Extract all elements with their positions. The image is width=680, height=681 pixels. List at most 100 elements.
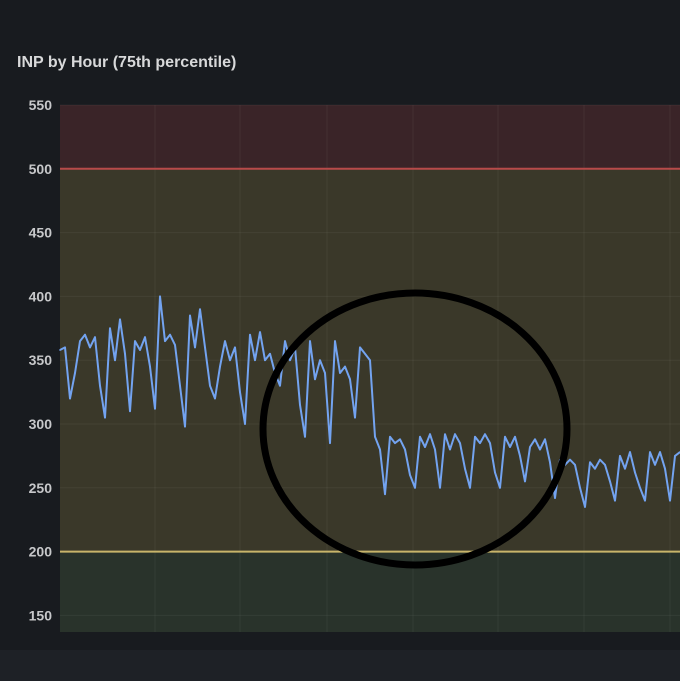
- data-point: [529, 446, 531, 448]
- data-point: [289, 359, 291, 362]
- data-point: [469, 487, 471, 489]
- data-point: [549, 461, 551, 464]
- panel-title: INP by Hour (75th percentile): [17, 54, 237, 71]
- y-tick-label: 500: [29, 161, 53, 177]
- annotation-circle: [259, 289, 571, 569]
- data-point: [464, 467, 466, 470]
- data-point: [634, 471, 636, 474]
- data-point: [344, 365, 346, 368]
- data-point: [569, 458, 571, 461]
- panel-footer: [0, 650, 680, 681]
- data-point: [534, 438, 536, 441]
- data-point: [639, 487, 641, 489]
- data-point: [619, 455, 621, 457]
- y-tick-label: 400: [29, 288, 53, 304]
- data-point: [439, 487, 441, 489]
- data-point: [554, 497, 556, 499]
- data-point: [519, 455, 521, 457]
- threshold-band-red: [60, 105, 680, 169]
- data-point: [674, 455, 676, 457]
- data-point: [399, 438, 401, 441]
- data-point: [354, 416, 356, 419]
- data-point: [144, 336, 146, 339]
- data-point: [379, 448, 381, 451]
- data-point: [159, 295, 161, 298]
- data-point: [459, 442, 461, 444]
- data-point: [204, 346, 206, 349]
- data-point: [329, 442, 331, 444]
- data-point: [479, 442, 481, 444]
- data-point: [209, 384, 211, 387]
- data-point: [494, 471, 496, 474]
- data-point: [339, 372, 341, 374]
- data-point: [669, 499, 671, 502]
- data-point: [509, 446, 511, 448]
- data-point: [259, 331, 261, 333]
- data-point: [109, 327, 111, 330]
- threshold-band-green: [60, 551, 680, 632]
- data-point: [304, 435, 306, 438]
- data-point: [199, 308, 201, 310]
- data-point: [129, 410, 131, 413]
- data-point: [154, 407, 156, 410]
- data-point: [89, 346, 91, 349]
- data-point: [599, 458, 601, 461]
- data-point: [364, 353, 366, 355]
- data-point: [629, 451, 631, 453]
- data-point: [584, 506, 586, 508]
- data-point: [314, 378, 316, 381]
- data-point: [659, 451, 661, 453]
- data-point: [409, 474, 411, 476]
- data-point: [654, 464, 656, 466]
- data-point: [69, 397, 71, 400]
- y-tick-label: 450: [29, 225, 53, 241]
- y-tick-label: 200: [29, 544, 53, 560]
- data-point: [514, 435, 516, 438]
- data-point: [444, 433, 446, 436]
- data-point: [484, 433, 486, 436]
- data-point: [504, 435, 506, 438]
- data-point: [244, 423, 246, 425]
- data-point: [609, 480, 611, 483]
- data-point: [539, 448, 541, 451]
- data-point: [434, 448, 436, 451]
- data-point: [224, 340, 226, 342]
- data-point: [164, 340, 166, 342]
- data-point: [64, 346, 66, 349]
- data-point: [334, 340, 336, 342]
- data-point: [149, 365, 151, 368]
- data-point: [454, 433, 456, 436]
- data-point: [324, 372, 326, 374]
- data-point: [589, 461, 591, 464]
- data-point: [174, 344, 176, 346]
- data-point: [594, 467, 596, 470]
- y-tick-label: 550: [29, 97, 53, 113]
- data-point: [579, 487, 581, 489]
- data-point: [499, 487, 501, 489]
- data-point: [424, 446, 426, 448]
- data-point: [369, 359, 371, 362]
- data-point: [179, 384, 181, 387]
- data-point: [394, 442, 396, 444]
- data-point: [279, 384, 281, 387]
- data-point: [489, 442, 491, 444]
- data-point: [79, 340, 81, 342]
- data-point: [474, 435, 476, 438]
- data-point: [449, 448, 451, 451]
- data-point: [104, 416, 106, 419]
- data-point: [249, 333, 251, 336]
- y-tick-label: 350: [29, 352, 53, 368]
- y-tick-label: 250: [29, 480, 53, 496]
- data-point: [74, 372, 76, 374]
- y-tick-label: 300: [29, 416, 53, 432]
- data-point: [269, 353, 271, 355]
- data-point: [614, 499, 616, 502]
- y-tick-label: 150: [29, 607, 53, 623]
- data-point: [194, 346, 196, 349]
- data-point: [284, 340, 286, 342]
- data-point: [169, 333, 171, 336]
- data-point: [664, 467, 666, 470]
- data-point: [229, 359, 231, 362]
- data-point: [544, 438, 546, 441]
